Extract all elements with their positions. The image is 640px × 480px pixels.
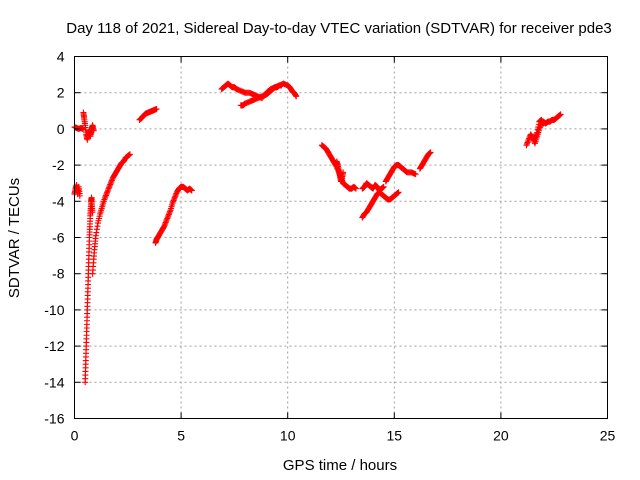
- series-s10: [318, 142, 359, 192]
- x-tick-label: 10: [280, 428, 296, 444]
- data-point: [340, 169, 347, 176]
- data-point: [76, 192, 83, 199]
- grid-lines: [74, 56, 608, 419]
- x-tick-label: 0: [71, 428, 79, 444]
- x-axis-label: GPS time / hours: [283, 457, 397, 474]
- data-point: [293, 93, 300, 100]
- data-points: [71, 80, 564, 386]
- series-s1: [71, 182, 83, 199]
- series-s14: [382, 162, 419, 185]
- series-s6: [136, 105, 160, 123]
- y-tick-label: -8: [52, 266, 65, 282]
- series-s17: [532, 116, 547, 141]
- y-axis-label: SDTVAR / TECUs: [6, 178, 23, 298]
- data-point: [427, 149, 434, 156]
- series-s16: [523, 111, 564, 149]
- data-point: [380, 183, 387, 190]
- x-tick-label: 15: [387, 428, 403, 444]
- chart-title: Day 118 of 2021, Sidereal Day-to-day VTE…: [66, 20, 612, 37]
- series-s7: [152, 183, 195, 246]
- series-s5: [89, 151, 133, 277]
- data-point: [540, 120, 547, 127]
- data-point: [153, 105, 160, 112]
- series-s3: [80, 109, 97, 143]
- x-tick-label: 5: [177, 428, 185, 444]
- y-tick-label: -6: [52, 230, 65, 246]
- x-tick-label: 20: [493, 428, 509, 444]
- y-tick-label: -10: [44, 302, 64, 318]
- series-s4: [82, 194, 96, 386]
- data-point: [126, 151, 133, 158]
- y-tick-label: -4: [52, 193, 65, 209]
- y-tick-label: 2: [57, 85, 65, 101]
- series-s9: [237, 82, 285, 109]
- data-point: [278, 82, 285, 89]
- series-s12: [359, 189, 402, 221]
- y-tick-label: 4: [57, 49, 65, 65]
- data-point: [89, 209, 96, 216]
- x-tick-label: 25: [600, 428, 616, 444]
- data-point: [412, 171, 419, 178]
- y-tick-label: -12: [44, 338, 64, 354]
- series-s13: [359, 180, 387, 194]
- y-tick-label: -14: [44, 374, 64, 390]
- y-tick-label: 0: [57, 121, 65, 137]
- data-point: [90, 127, 97, 134]
- series-s11: [333, 158, 347, 185]
- data-point: [395, 189, 402, 196]
- y-tick-label: -16: [44, 411, 64, 427]
- axis-ticks: [74, 56, 608, 419]
- y-tick-label: -2: [52, 157, 65, 173]
- data-point: [188, 187, 195, 194]
- series-s15: [416, 149, 434, 172]
- data-point: [352, 185, 359, 192]
- data-point: [557, 111, 564, 118]
